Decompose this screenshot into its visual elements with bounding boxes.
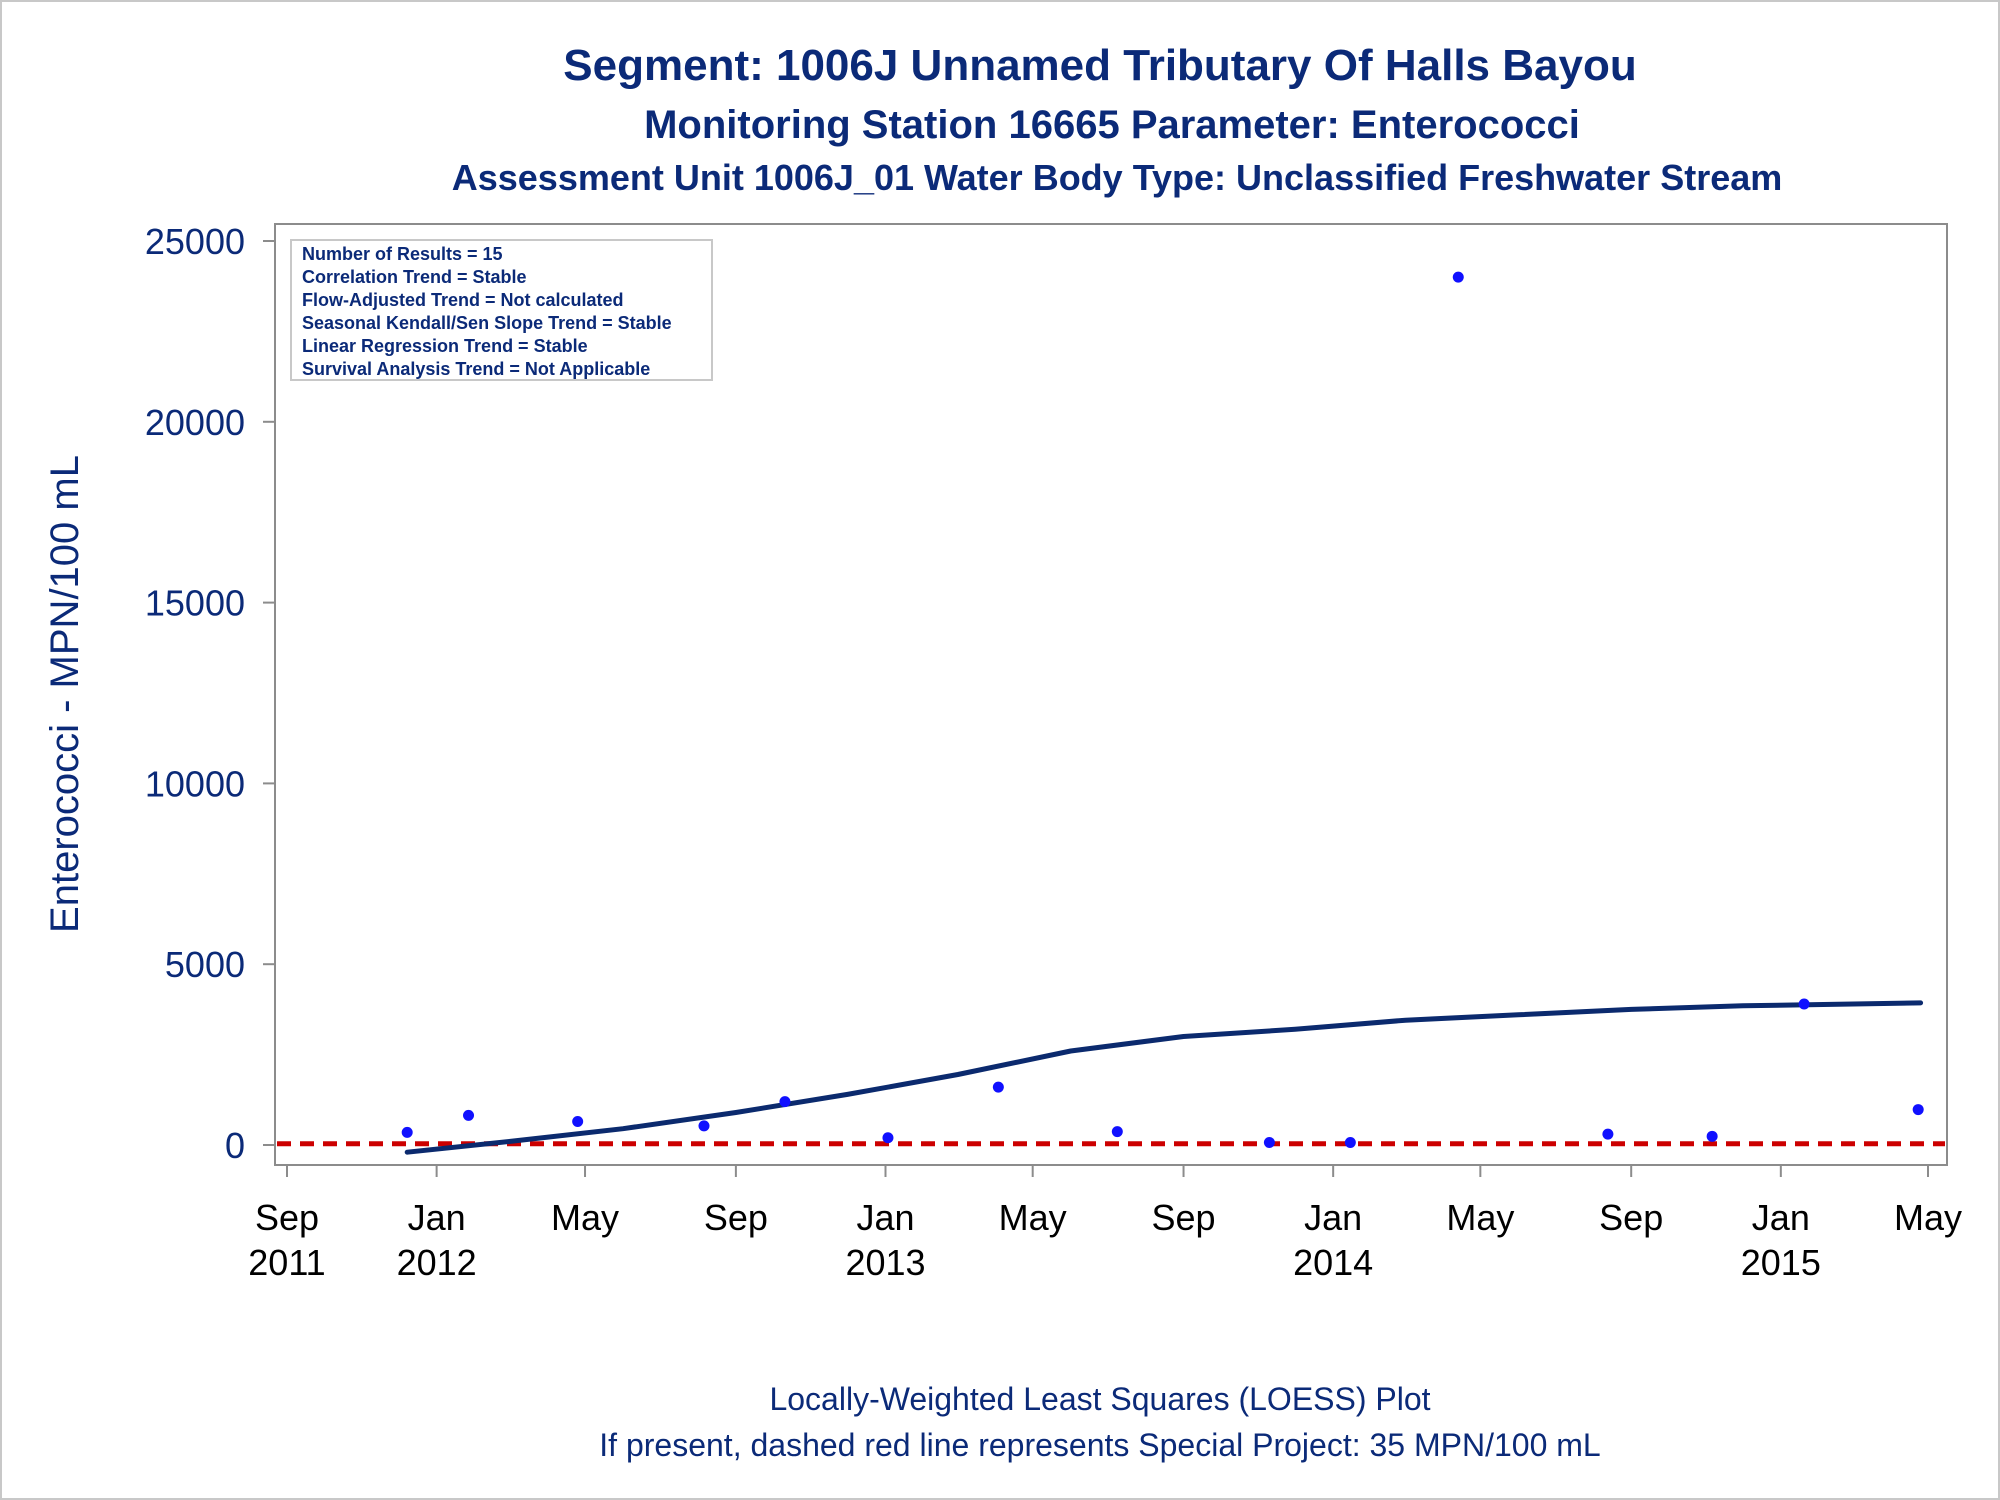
y-tick-label: 10000 — [145, 763, 245, 804]
stats-box-border — [290, 239, 713, 381]
x-tick-label: Jan — [1752, 1197, 1810, 1238]
chart-title: Segment: 1006J Unnamed Tributary Of Hall… — [563, 41, 1636, 90]
x-tick-label: Sep — [1152, 1197, 1216, 1238]
data-point — [698, 1120, 710, 1132]
data-point — [1798, 998, 1810, 1010]
loess-line — [404, 1000, 1924, 1155]
data-point — [401, 1126, 413, 1138]
x-tick-label: Sep — [1599, 1197, 1663, 1238]
data-point — [1111, 1126, 1123, 1138]
x-tick-year-label: 2013 — [845, 1242, 925, 1283]
x-tick-label: Jan — [856, 1197, 914, 1238]
data-point — [1452, 271, 1464, 283]
x-tick-label: Sep — [704, 1197, 768, 1238]
y-tick-label: 0 — [225, 1125, 245, 1166]
footer-reference-note: If present, dashed red line represents S… — [599, 1427, 1600, 1463]
footer-plot-type: Locally-Weighted Least Squares (LOESS) P… — [769, 1381, 1430, 1417]
stats-box: Number of Results = 15 Correlation Trend… — [290, 239, 713, 381]
x-tick-label: May — [1446, 1197, 1514, 1238]
stats-line: Seasonal Kendall/Sen Slope Trend = Stabl… — [302, 313, 672, 333]
y-tick-label: 5000 — [165, 944, 245, 985]
y-axis: 0 5000 10000 15000 20000 25000 — [145, 221, 275, 1166]
x-tick-label: May — [1894, 1197, 1962, 1238]
data-point — [1602, 1128, 1614, 1140]
y-tick-label: 25000 — [145, 221, 245, 262]
data-point — [572, 1115, 584, 1127]
stats-line: Linear Regression Trend = Stable — [302, 336, 588, 356]
data-point — [992, 1081, 1004, 1093]
data-point — [1706, 1130, 1718, 1142]
data-point — [779, 1096, 791, 1108]
x-tick-label: Jan — [408, 1197, 466, 1238]
y-tick-label: 20000 — [145, 402, 245, 443]
y-axis-label: Enterococci - MPN/100 mL — [43, 455, 87, 933]
x-tick-year-label: 2015 — [1741, 1242, 1821, 1283]
x-tick-label: May — [551, 1197, 619, 1238]
stats-line: Correlation Trend = Stable — [302, 267, 527, 287]
data-point — [1912, 1104, 1924, 1116]
x-tick-label: Sep — [255, 1197, 319, 1238]
data-point — [1263, 1136, 1275, 1148]
x-tick-year-label: 2014 — [1293, 1242, 1373, 1283]
x-tick-label: May — [999, 1197, 1067, 1238]
chart-subtitle-station: Monitoring Station 16665 Parameter: Ente… — [644, 103, 1580, 147]
data-point — [882, 1132, 894, 1144]
stats-line: Survival Analysis Trend = Not Applicable — [302, 359, 650, 379]
loess-line-group — [404, 1000, 1924, 1155]
x-tick-year-label: 2011 — [248, 1242, 325, 1283]
data-point — [1344, 1136, 1356, 1148]
data-point — [463, 1109, 475, 1121]
y-tick-label: 15000 — [145, 583, 245, 624]
chart-subtitle-assessment: Assessment Unit 1006J_01 Water Body Type… — [452, 157, 1783, 198]
stats-line: Flow-Adjusted Trend = Not calculated — [302, 290, 624, 310]
x-tick-year-label: 2012 — [397, 1242, 477, 1283]
x-tick-label: Jan — [1304, 1197, 1362, 1238]
scatter-points — [401, 271, 1924, 1148]
stats-line: Number of Results = 15 — [302, 244, 503, 264]
